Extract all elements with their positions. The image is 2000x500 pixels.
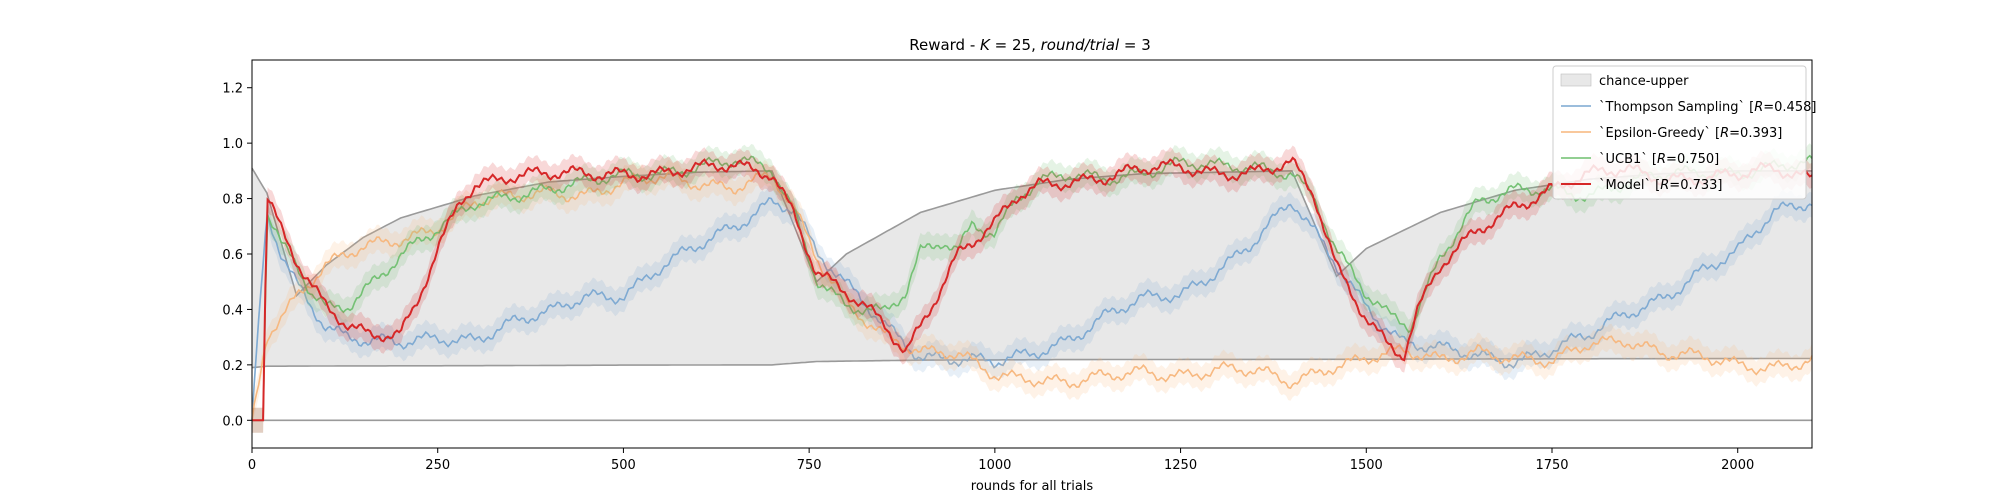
y-tick-label: 0.8 bbox=[222, 193, 243, 208]
title-var-round-trial: round/trial bbox=[1041, 36, 1120, 54]
legend-swatch-chance bbox=[1560, 73, 1592, 87]
x-tick-label: 750 bbox=[797, 458, 822, 473]
y-tick-label: 0.0 bbox=[222, 414, 243, 429]
chance-lower-line bbox=[251, 357, 1812, 369]
y-tick-label: 1.0 bbox=[222, 137, 243, 152]
title-part-2: = 25, bbox=[990, 36, 1041, 54]
legend-label-3: `Model` [R=0.733] bbox=[1599, 178, 1722, 193]
x-tick-label: 1000 bbox=[978, 458, 1011, 473]
x-tick-label: 1250 bbox=[1164, 458, 1197, 473]
series-line-1 bbox=[251, 170, 1813, 421]
title-part-3: = 3 bbox=[1119, 36, 1151, 54]
y-tick-label: 1.2 bbox=[222, 82, 243, 97]
legend: chance-upper `Thompson Sampling` [R=0.458… bbox=[1552, 65, 1816, 200]
legend-label-0: `Thompson Sampling` [R=0.458] bbox=[1599, 100, 1816, 115]
x-tick-label: 0 bbox=[248, 458, 256, 473]
legend-label-1: `Epsilon-Greedy` [R=0.393] bbox=[1599, 126, 1782, 141]
y-tick-label: 0.4 bbox=[222, 303, 243, 318]
series-line-3 bbox=[252, 156, 1813, 422]
legend-box bbox=[1552, 65, 1807, 200]
legend-label-chance: chance-upper bbox=[1599, 74, 1689, 89]
chart-title: Reward - K = 25, round/trial = 3 bbox=[909, 36, 1151, 54]
series-ci-band-0 bbox=[252, 185, 1812, 433]
x-tick-label: 1500 bbox=[1350, 458, 1383, 473]
x-axis: 0 250 500 750 1000 1250 1500 1750 2000 bbox=[248, 448, 1754, 473]
title-part-1: Reward - bbox=[909, 36, 980, 54]
y-tick-label: 0.6 bbox=[222, 248, 243, 263]
series-ci-band-1 bbox=[252, 159, 1812, 433]
x-tick-label: 1750 bbox=[1535, 458, 1568, 473]
x-axis-label: rounds for all trials bbox=[971, 479, 1094, 494]
title-var-k: K bbox=[980, 36, 991, 54]
y-tick-label: 0.2 bbox=[222, 359, 243, 374]
x-tick-label: 250 bbox=[425, 458, 450, 473]
x-tick-label: 500 bbox=[611, 458, 636, 473]
y-axis: 0.0 0.2 0.4 0.6 0.8 1.0 1.2 bbox=[222, 82, 252, 429]
series-line-0 bbox=[251, 196, 1813, 421]
legend-label-2: `UCB1` [R=0.750] bbox=[1599, 152, 1719, 167]
chance-band-fill bbox=[252, 168, 1812, 368]
x-tick-label: 2000 bbox=[1721, 458, 1754, 473]
